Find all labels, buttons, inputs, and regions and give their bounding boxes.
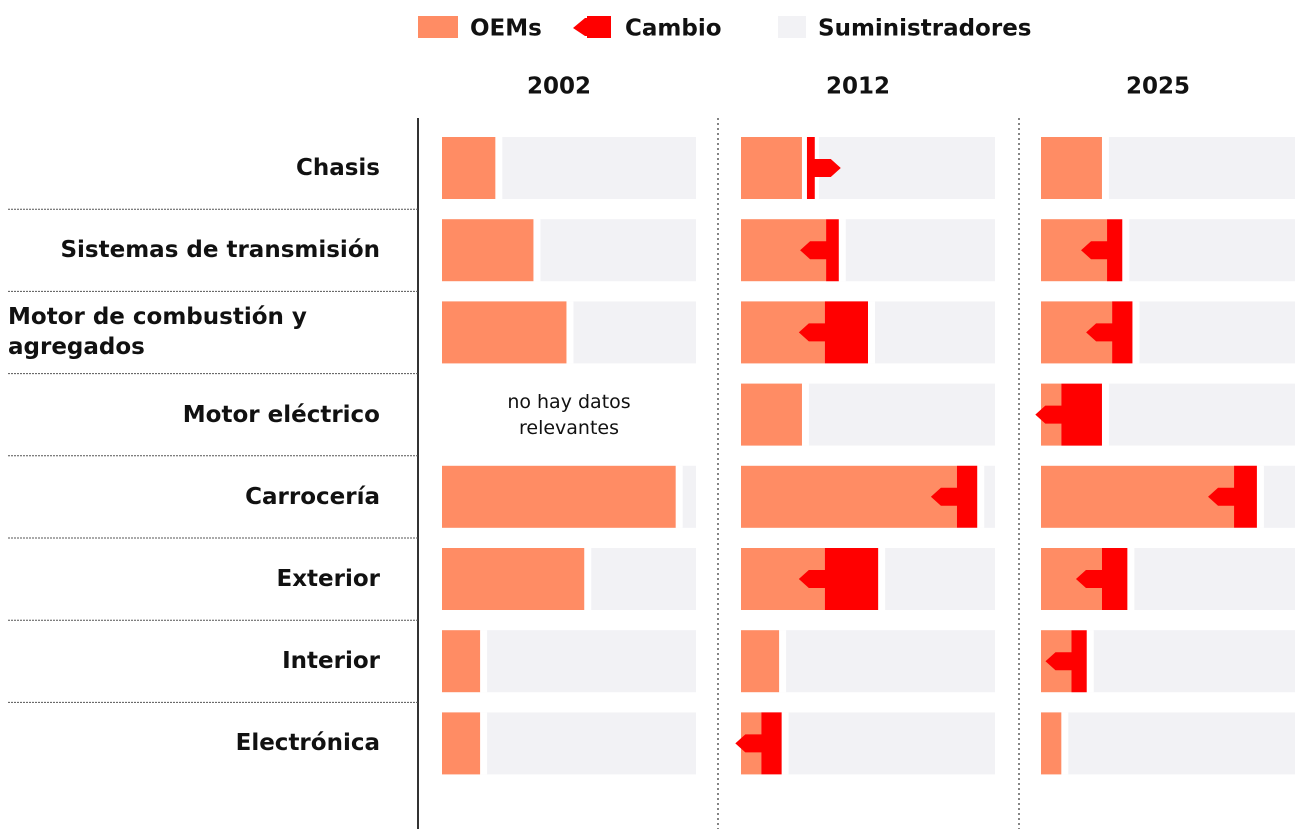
panel-year: 2012 <box>826 74 890 100</box>
category-label: Motor eléctrico <box>182 401 380 428</box>
oem-bar <box>442 712 481 775</box>
change-bar <box>1208 465 1257 528</box>
change-bar <box>1045 630 1087 693</box>
category-label: Sistemas de transmisión <box>60 237 380 264</box>
suppliers-bar <box>1041 712 1295 775</box>
category-label: Chasis <box>295 155 380 181</box>
oem-bar <box>442 548 585 610</box>
change-bar <box>1081 219 1123 282</box>
oem-bar <box>1041 465 1235 528</box>
oem-bar <box>442 137 496 199</box>
legend-label: Cambio <box>625 16 722 42</box>
legend-label: Suministradores <box>818 16 1032 42</box>
category-label: Carrocería <box>245 483 380 510</box>
change-bar <box>735 712 782 775</box>
oem-bar <box>1041 712 1062 775</box>
annotation: no hay datos relevantes <box>507 390 631 439</box>
change-bar <box>1035 383 1102 446</box>
change-bar <box>1086 301 1133 364</box>
category-label: Electrónica <box>235 730 380 757</box>
panel-year: 2002 <box>527 74 591 100</box>
category-label: Exterior <box>276 566 380 592</box>
oem-bar <box>442 630 481 693</box>
change-bar <box>1075 548 1128 610</box>
panel-year: 2025 <box>1126 74 1190 100</box>
legend-swatch <box>418 16 458 38</box>
change-bar <box>798 548 879 610</box>
change-bar <box>806 137 841 199</box>
change-bar <box>798 301 868 364</box>
category-label: Motor de combustión y agregados <box>8 304 307 361</box>
legend-label: OEMs <box>470 16 542 42</box>
oem-bar <box>442 301 567 364</box>
oem-bar <box>741 630 780 693</box>
oem-bar <box>1041 137 1102 199</box>
oem-bar <box>442 219 534 282</box>
change-bar <box>800 219 839 282</box>
oem-bar <box>442 465 676 528</box>
category-label: Interior <box>282 648 380 675</box>
oem-bar <box>741 465 957 528</box>
oem-bar <box>741 137 802 199</box>
change-bar <box>930 465 978 528</box>
legend-swatch <box>573 16 611 38</box>
legend-swatch <box>778 16 806 38</box>
oem-bar <box>741 383 802 446</box>
